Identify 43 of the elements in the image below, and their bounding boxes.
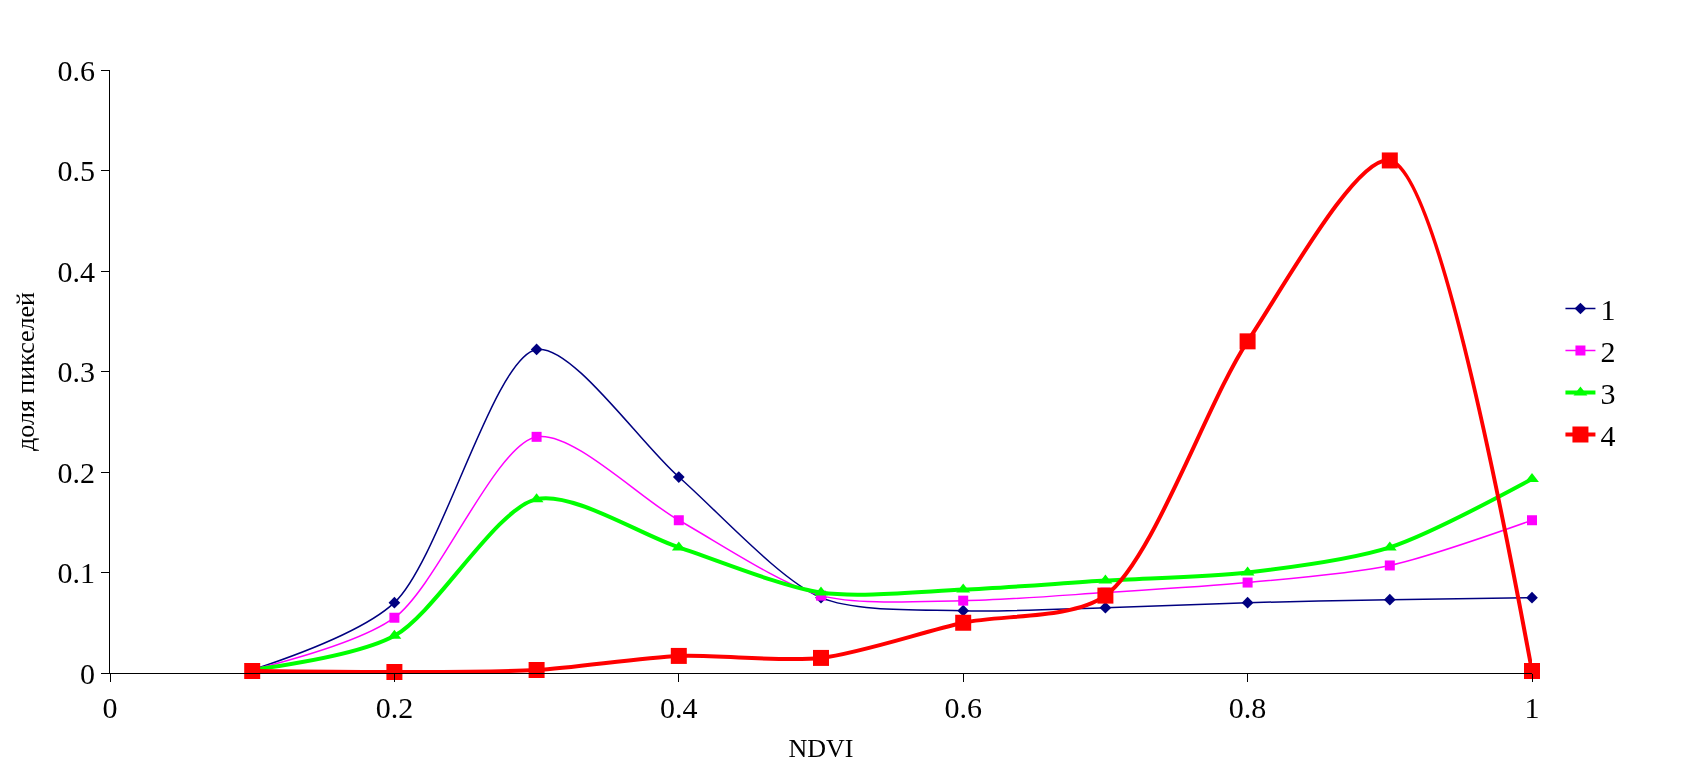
legend-label: 2 bbox=[1600, 335, 1616, 369]
point bbox=[814, 586, 828, 596]
y-tick-label: 0.2 bbox=[57, 455, 95, 489]
x-tick-label: 0.6 bbox=[944, 691, 982, 725]
point bbox=[1097, 587, 1114, 604]
point bbox=[528, 661, 545, 678]
point bbox=[670, 647, 687, 664]
point bbox=[389, 612, 400, 623]
point bbox=[1524, 662, 1540, 679]
y-tick-label: 0 bbox=[79, 656, 95, 690]
x-tick-label: 0 bbox=[102, 691, 118, 725]
point bbox=[955, 614, 972, 631]
point bbox=[388, 596, 401, 609]
legend-label: 1 bbox=[1600, 293, 1616, 327]
x-tick-label: 0.2 bbox=[375, 691, 414, 725]
point bbox=[1383, 593, 1396, 606]
point bbox=[958, 595, 969, 606]
point bbox=[1527, 515, 1537, 526]
y-tick-label: 0.3 bbox=[57, 355, 95, 388]
point bbox=[386, 664, 403, 680]
point bbox=[672, 471, 685, 483]
point bbox=[530, 343, 543, 356]
x-tick-label: 1 bbox=[1524, 691, 1540, 725]
point bbox=[813, 649, 829, 666]
point bbox=[1384, 560, 1395, 571]
y-tick-label: 0.5 bbox=[57, 154, 95, 187]
x-axis-title: NDVI bbox=[788, 733, 854, 763]
y-tick-label: 0.4 bbox=[57, 254, 95, 288]
point bbox=[1381, 152, 1398, 169]
point bbox=[531, 431, 542, 442]
point bbox=[1242, 577, 1253, 588]
y-tick-label: 0.1 bbox=[57, 556, 95, 589]
x-tick-label: 0.8 bbox=[1228, 691, 1267, 725]
y-axis-title: доля пикселей bbox=[10, 291, 40, 451]
legend-label: 4 bbox=[1600, 419, 1616, 453]
point bbox=[1525, 473, 1539, 483]
point bbox=[673, 515, 684, 526]
point bbox=[1239, 333, 1256, 350]
point bbox=[1526, 591, 1538, 604]
point bbox=[1241, 596, 1254, 609]
legend-label: 3 bbox=[1600, 377, 1616, 411]
x-tick-label: 0.4 bbox=[660, 691, 698, 725]
y-tick-label: 0.6 bbox=[57, 53, 95, 87]
